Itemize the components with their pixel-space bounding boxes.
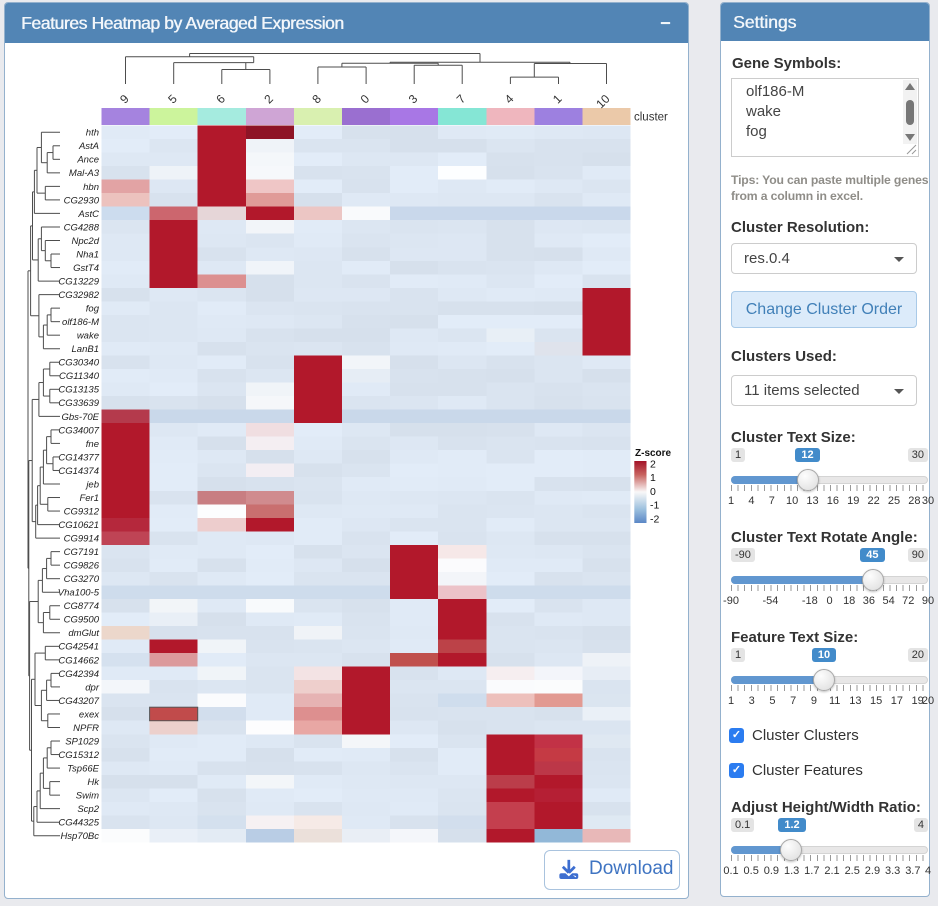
svg-text:CG8774: CG8774 xyxy=(64,601,99,612)
svg-text:8: 8 xyxy=(309,92,324,107)
svg-text:SP1029: SP1029 xyxy=(65,736,100,747)
svg-text:Hsp70Bc: Hsp70Bc xyxy=(60,831,99,842)
svg-text:Scp2: Scp2 xyxy=(77,804,99,815)
svg-text:Npc2d: Npc2d xyxy=(72,236,100,247)
svg-text:7: 7 xyxy=(454,92,469,107)
svg-text:CG9826: CG9826 xyxy=(64,561,100,572)
svg-text:Tsp66E: Tsp66E xyxy=(67,764,100,775)
svg-text:CG11340: CG11340 xyxy=(59,371,100,382)
svg-text:Fer1: Fer1 xyxy=(79,493,99,504)
svg-text:3: 3 xyxy=(406,92,421,107)
svg-text:CG10621: CG10621 xyxy=(58,520,99,531)
svg-text:AstC: AstC xyxy=(77,209,99,220)
svg-text:Ance: Ance xyxy=(76,155,99,166)
svg-text:Mal-A3: Mal-A3 xyxy=(69,168,100,179)
svg-text:CG14377: CG14377 xyxy=(58,452,99,463)
svg-text:CG13229: CG13229 xyxy=(58,277,99,288)
svg-text:Swim: Swim xyxy=(76,791,99,802)
svg-text:Z-score: Z-score xyxy=(635,448,672,459)
svg-text:CG9312: CG9312 xyxy=(64,506,100,517)
svg-text:fne: fne xyxy=(86,439,99,450)
svg-text:AstA: AstA xyxy=(78,141,99,152)
svg-text:CG9914: CG9914 xyxy=(64,534,99,545)
svg-text:exex: exex xyxy=(79,709,100,720)
svg-text:CG34007: CG34007 xyxy=(58,425,99,436)
svg-text:jeb: jeb xyxy=(84,479,99,490)
svg-text:0: 0 xyxy=(650,486,656,498)
svg-text:9: 9 xyxy=(117,92,132,107)
svg-text:-2: -2 xyxy=(650,513,659,525)
svg-text:-1: -1 xyxy=(650,500,659,512)
svg-text:2: 2 xyxy=(650,459,656,471)
svg-text:NPFR: NPFR xyxy=(73,723,99,734)
svg-text:dmGlut: dmGlut xyxy=(68,628,99,639)
svg-text:CG42541: CG42541 xyxy=(58,642,99,653)
svg-text:CG14662: CG14662 xyxy=(58,655,99,666)
svg-text:2: 2 xyxy=(261,92,276,107)
svg-text:CG9500: CG9500 xyxy=(64,615,100,626)
svg-text:CG13135: CG13135 xyxy=(58,385,99,396)
svg-text:1: 1 xyxy=(550,92,565,107)
svg-text:hth: hth xyxy=(86,128,99,139)
svg-text:0: 0 xyxy=(358,92,373,107)
svg-text:1: 1 xyxy=(650,472,656,484)
svg-text:CG32982: CG32982 xyxy=(58,290,99,301)
svg-text:CG44325: CG44325 xyxy=(58,818,99,829)
svg-text:4: 4 xyxy=(502,92,517,107)
svg-text:Vha100-5: Vha100-5 xyxy=(58,588,100,599)
svg-text:CG42394: CG42394 xyxy=(58,669,99,680)
svg-text:CG7191: CG7191 xyxy=(64,547,99,558)
svg-text:olf186-M: olf186-M xyxy=(62,317,99,328)
svg-text:CG14374: CG14374 xyxy=(58,466,99,477)
svg-text:CG30340: CG30340 xyxy=(58,358,99,369)
svg-text:CG33639: CG33639 xyxy=(58,398,99,409)
svg-text:LanB1: LanB1 xyxy=(72,344,99,355)
svg-text:dpr: dpr xyxy=(85,682,100,693)
svg-text:wake: wake xyxy=(77,331,99,342)
svg-text:CG4288: CG4288 xyxy=(64,222,100,233)
svg-text:fog: fog xyxy=(86,304,100,315)
svg-text:6: 6 xyxy=(213,92,228,107)
svg-text:CG2930: CG2930 xyxy=(64,195,100,206)
svg-text:Gbs-70E: Gbs-70E xyxy=(62,412,100,423)
svg-text:CG43207: CG43207 xyxy=(58,696,99,707)
svg-text:CG3270: CG3270 xyxy=(64,574,100,585)
svg-text:hbn: hbn xyxy=(83,182,99,193)
svg-text:cluster: cluster xyxy=(634,112,668,124)
svg-text:Nha1: Nha1 xyxy=(76,249,99,260)
svg-text:5: 5 xyxy=(165,92,180,107)
svg-text:CG15312: CG15312 xyxy=(58,750,99,761)
svg-text:Hk: Hk xyxy=(87,777,100,788)
svg-text:GstT4: GstT4 xyxy=(73,263,99,274)
